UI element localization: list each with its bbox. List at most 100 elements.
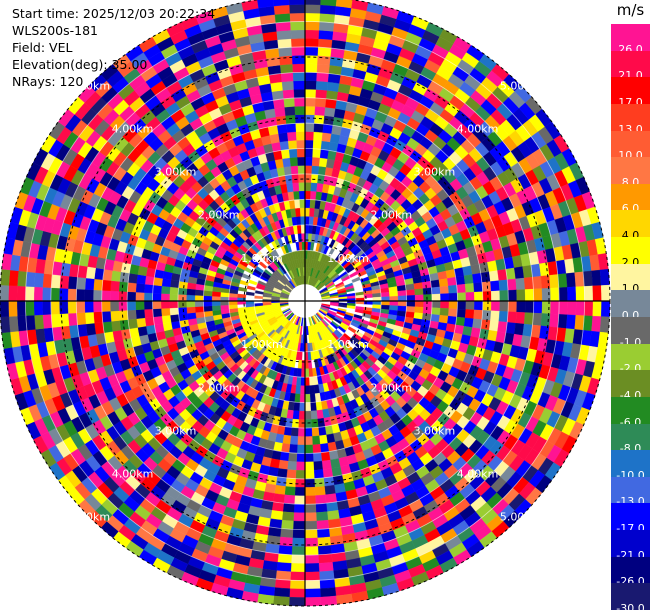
range-gate	[456, 308, 466, 318]
range-gate	[312, 444, 322, 454]
range-gate	[304, 554, 319, 564]
range-gate	[351, 276, 361, 283]
range-gate	[93, 311, 103, 324]
range-gate	[101, 300, 111, 312]
ring-label: 2.00km	[371, 381, 413, 394]
range-gate	[314, 486, 326, 496]
range-gate	[592, 300, 602, 317]
range-gate	[111, 320, 122, 332]
range-gate	[304, 410, 312, 420]
range-gate	[304, 546, 319, 556]
range-gate	[0, 300, 10, 318]
range-gate	[85, 322, 96, 336]
range-gate	[203, 305, 213, 312]
range-gate	[430, 279, 440, 288]
range-gate	[319, 570, 335, 581]
range-gate	[293, 80, 306, 90]
range-gate	[304, 114, 315, 124]
range-gate	[533, 288, 543, 302]
range-gate	[161, 315, 172, 324]
range-gate	[42, 287, 52, 302]
range-gate	[315, 97, 327, 108]
ring-label: 3.00km	[155, 166, 197, 179]
range-gate	[237, 293, 247, 299]
range-gate	[431, 293, 441, 302]
range-gate	[299, 207, 306, 217]
range-gate	[439, 285, 449, 295]
range-gate	[457, 300, 467, 310]
range-gate	[480, 271, 491, 283]
range-gate	[288, 452, 298, 462]
range-gate	[473, 309, 483, 320]
range-gate	[293, 512, 306, 522]
range-gate	[34, 314, 44, 330]
range-gate	[287, 460, 297, 471]
range-gate	[380, 296, 390, 302]
range-gate	[170, 314, 180, 323]
range-gate	[0, 268, 11, 286]
range-gate	[406, 300, 416, 307]
range-gate	[25, 286, 35, 302]
range-gate	[280, 63, 294, 74]
range-gate	[245, 291, 255, 296]
range-gate	[109, 300, 120, 312]
range-gate	[308, 376, 315, 386]
range-gate	[304, 216, 310, 226]
range-gate	[304, 165, 313, 175]
range-gate	[283, 166, 292, 176]
range-gate	[389, 295, 399, 302]
range-gate	[161, 307, 171, 317]
range-gate	[287, 131, 297, 142]
range-gate	[93, 289, 103, 302]
range-gate	[110, 280, 120, 292]
range-gate	[308, 368, 314, 378]
range-gate	[463, 274, 474, 285]
range-gate	[276, 468, 288, 479]
range-gate	[304, 207, 311, 217]
ring-label: 1.00km	[327, 252, 369, 265]
range-gate	[17, 270, 28, 287]
range-gate	[42, 273, 53, 288]
range-gate	[291, 546, 306, 556]
ring-label: 3.00km	[414, 424, 456, 437]
range-gate	[304, 427, 313, 437]
range-gate	[281, 511, 295, 522]
range-gate	[304, 122, 315, 132]
elevation-label: Elevation(deg): 35.00	[12, 57, 148, 72]
range-gate	[246, 285, 257, 291]
range-gate	[316, 72, 330, 83]
range-gate	[194, 289, 205, 296]
range-gate	[490, 300, 501, 312]
range-gate	[447, 315, 457, 326]
range-gate	[292, 410, 300, 420]
range-gate	[278, 47, 293, 57]
range-gate	[76, 300, 86, 314]
range-gate	[304, 529, 318, 539]
range-gate	[549, 313, 559, 328]
range-gate	[317, 417, 326, 428]
range-gate	[320, 0, 337, 7]
range-gate	[558, 300, 568, 315]
range-gate	[93, 300, 103, 313]
range-gate	[186, 300, 196, 308]
start-time-label: Start time: 2025/12/03 20:22:34	[12, 6, 216, 21]
range-gate	[474, 300, 484, 311]
range-gate	[516, 300, 526, 313]
range-gate	[277, 38, 292, 49]
range-gate	[397, 295, 407, 302]
range-gate	[313, 469, 324, 479]
range-gate	[67, 276, 78, 290]
range-gate	[127, 309, 137, 320]
range-gate	[304, 444, 314, 454]
range-gate	[575, 300, 585, 316]
range-gate	[304, 520, 318, 530]
range-gate	[316, 409, 324, 420]
range-gate	[584, 285, 594, 302]
range-gate	[499, 300, 509, 312]
ring-label: 5.00km	[500, 79, 542, 92]
range-gate	[516, 289, 526, 302]
range-gate	[152, 292, 162, 302]
range-gate	[499, 290, 509, 302]
range-gate	[292, 182, 300, 192]
range-gate	[152, 308, 162, 318]
